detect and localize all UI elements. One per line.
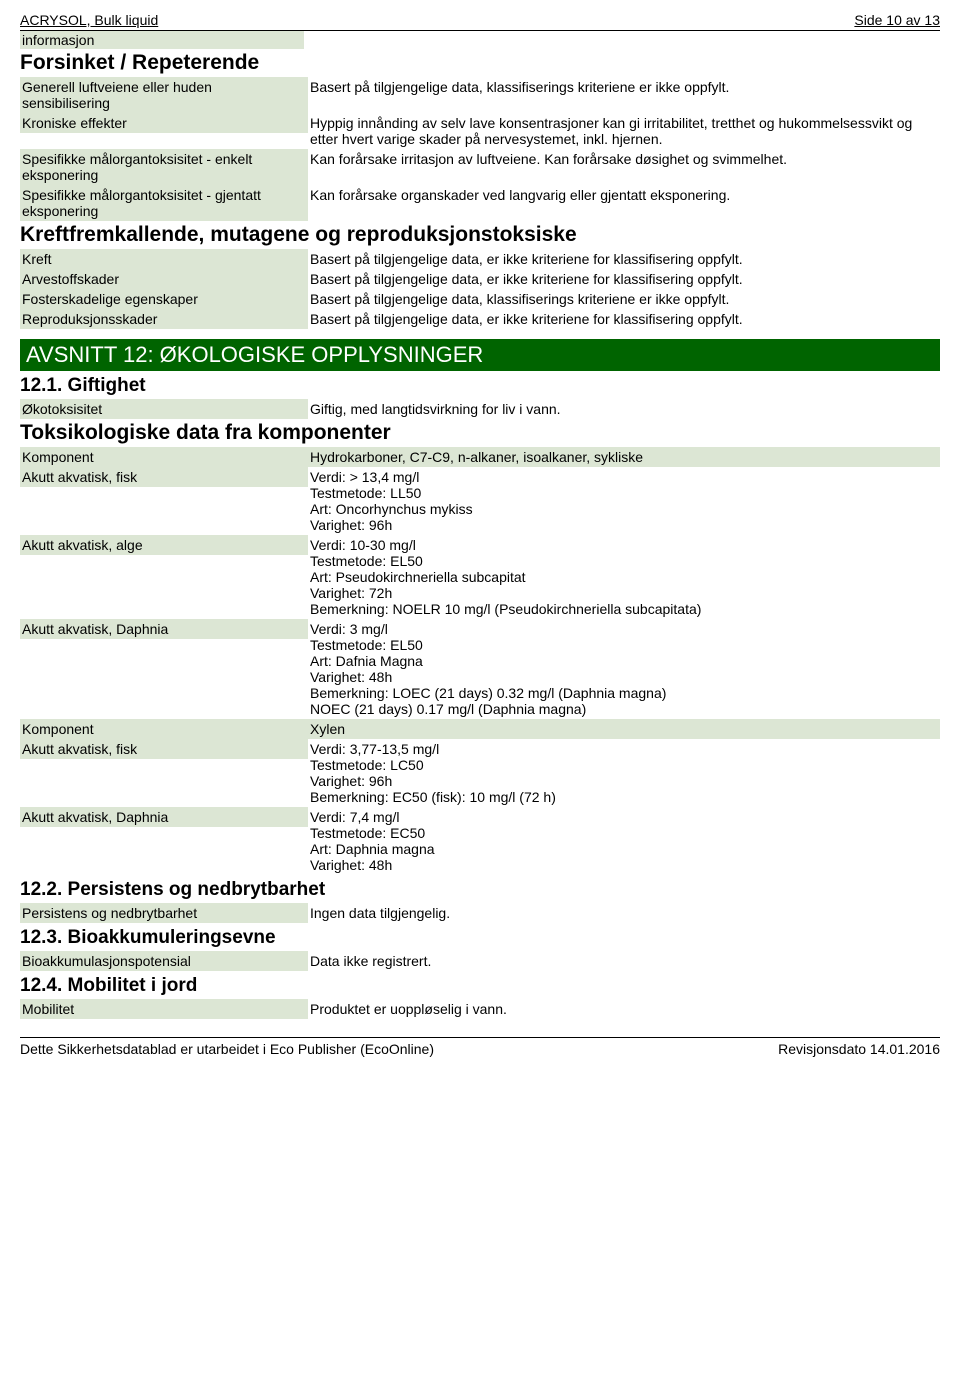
page-number: Side 10 av 13: [854, 12, 940, 28]
page-footer: Dette Sikkerhetsdatablad er utarbeidet i…: [20, 1037, 940, 1057]
daphnia2-v2: Testmetode: EC50: [310, 825, 934, 841]
forsinket-heading: Forsinket / Repeterende: [20, 49, 940, 77]
label-akutt-daphnia-1: Akutt akvatisk, Daphnia: [20, 619, 308, 639]
label-persistens: Persistens og nedbrytbarhet: [20, 903, 308, 923]
fisk2-v3: Varighet: 96h: [310, 773, 934, 789]
label-kroniske: Kroniske effekter: [20, 113, 308, 133]
value-akutt-daphnia-2: Verdi: 7,4 mg/l Testmetode: EC50 Art: Da…: [308, 807, 940, 875]
label-akutt-fisk-1: Akutt akvatisk, fisk: [20, 467, 308, 487]
fisk2-v2: Testmetode: LC50: [310, 757, 934, 773]
value-okotoksisitet: Giftig, med langtidsvirkning for liv i v…: [308, 399, 940, 419]
label-akutt-fisk-2: Akutt akvatisk, fisk: [20, 739, 308, 759]
label-akutt-alge: Akutt akvatisk, alge: [20, 535, 308, 555]
value-akutt-daphnia-1: Verdi: 3 mg/l Testmetode: EL50 Art: Dafn…: [308, 619, 940, 719]
footer-left: Dette Sikkerhetsdatablad er utarbeidet i…: [20, 1041, 434, 1057]
s122-heading: 12.2. Persistens og nedbrytbarhet: [20, 875, 940, 903]
alge-v3: Art: Pseudokirchneriella subcapitat: [310, 569, 934, 585]
value-komponent-2: Xylen: [308, 719, 940, 739]
product-name: ACRYSOL, Bulk liquid: [20, 12, 158, 28]
label-komponent-2: Komponent: [20, 719, 308, 739]
value-arvestoffskader: Basert på tilgjengelige data, er ikke kr…: [308, 269, 940, 289]
value-generell: Basert på tilgjengelige data, klassifise…: [308, 77, 940, 97]
alge-v2: Testmetode: EL50: [310, 553, 934, 569]
fisk1-v3: Art: Oncorhynchus mykiss: [310, 501, 934, 517]
label-akutt-daphnia-2: Akutt akvatisk, Daphnia: [20, 807, 308, 827]
kreft-heading: Kreftfremkallende, mutagene og reproduks…: [20, 221, 940, 249]
fisk1-v2: Testmetode: LL50: [310, 485, 934, 501]
label-arvestoffskader: Arvestoffskader: [20, 269, 308, 289]
label-generell: Generell luftveiene eller huden sensibil…: [20, 77, 308, 113]
label-gjentatt-eksponering: Spesifikke målorgantoksisitet - gjentatt…: [20, 185, 308, 221]
value-akutt-alge: Verdi: 10-30 mg/l Testmetode: EL50 Art: …: [308, 535, 940, 619]
label-mobilitet: Mobilitet: [20, 999, 308, 1019]
alge-v4: Varighet: 72h: [310, 585, 934, 601]
footer-right: Revisjonsdato 14.01.2016: [778, 1041, 940, 1057]
value-kreft: Basert på tilgjengelige data, er ikke kr…: [308, 249, 940, 269]
label-fosterskadelige: Fosterskadelige egenskaper: [20, 289, 308, 309]
alge-v1: Verdi: 10-30 mg/l: [310, 537, 934, 553]
daphnia1-v1: Verdi: 3 mg/l: [310, 621, 934, 637]
daphnia2-v3: Art: Daphnia magna: [310, 841, 934, 857]
s121-heading: 12.1. Giftighet: [20, 371, 940, 399]
info-label: informasjon: [20, 31, 304, 49]
fisk2-v1: Verdi: 3,77-13,5 mg/l: [310, 741, 934, 757]
value-gjentatt-eksponering: Kan forårsake organskader ved langvarig …: [308, 185, 940, 205]
daphnia2-v4: Varighet: 48h: [310, 857, 934, 873]
daphnia1-v4: Varighet: 48h: [310, 669, 934, 685]
alge-v5: Bemerkning: NOELR 10 mg/l (Pseudokirchne…: [310, 601, 934, 617]
s123-heading: 12.3. Bioakkumuleringsevne: [20, 923, 940, 951]
fisk1-v1: Verdi: > 13,4 mg/l: [310, 469, 934, 485]
fisk1-v4: Varighet: 96h: [310, 517, 934, 533]
value-komponent-1: Hydrokarboner, C7-C9, n-alkaner, isoalka…: [308, 447, 940, 467]
label-bioakk: Bioakkumulasjonspotensial: [20, 951, 308, 971]
value-persistens: Ingen data tilgjengelig.: [308, 903, 940, 923]
value-bioakk: Data ikke registrert.: [308, 951, 940, 971]
daphnia1-v3: Art: Dafnia Magna: [310, 653, 934, 669]
label-enkelt-eksponering: Spesifikke målorgantoksisitet - enkelt e…: [20, 149, 308, 185]
s124-heading: 12.4. Mobilitet i jord: [20, 971, 940, 999]
daphnia1-v6: NOEC (21 days) 0.17 mg/l (Daphnia magna): [310, 701, 934, 717]
value-fosterskadelige: Basert på tilgjengelige data, klassifise…: [308, 289, 940, 309]
daphnia1-v2: Testmetode: EL50: [310, 637, 934, 653]
page-header: ACRYSOL, Bulk liquid Side 10 av 13: [20, 12, 940, 31]
value-mobilitet: Produktet er uoppløselig i vann.: [308, 999, 940, 1019]
value-enkelt-eksponering: Kan forårsake irritasjon av luftveiene. …: [308, 149, 940, 169]
value-akutt-fisk-2: Verdi: 3,77-13,5 mg/l Testmetode: LC50 V…: [308, 739, 940, 807]
daphnia2-v1: Verdi: 7,4 mg/l: [310, 809, 934, 825]
value-kroniske: Hyppig innånding av selv lave konsentras…: [308, 113, 940, 149]
fisk2-v4: Bemerkning: EC50 (fisk): 10 mg/l (72 h): [310, 789, 934, 805]
daphnia1-v5: Bemerkning: LOEC (21 days) 0.32 mg/l (Da…: [310, 685, 934, 701]
label-komponent-1: Komponent: [20, 447, 308, 467]
label-okotoksisitet: Økotoksisitet: [20, 399, 308, 419]
value-reproduksjonsskader: Basert på tilgjengelige data, er ikke kr…: [308, 309, 940, 329]
tox-heading: Toksikologiske data fra komponenter: [20, 419, 940, 447]
avsnitt12-banner: AVSNITT 12: ØKOLOGISKE OPPLYSNINGER: [20, 339, 940, 371]
label-kreft: Kreft: [20, 249, 308, 269]
label-reproduksjonsskader: Reproduksjonsskader: [20, 309, 308, 329]
value-akutt-fisk-1: Verdi: > 13,4 mg/l Testmetode: LL50 Art:…: [308, 467, 940, 535]
